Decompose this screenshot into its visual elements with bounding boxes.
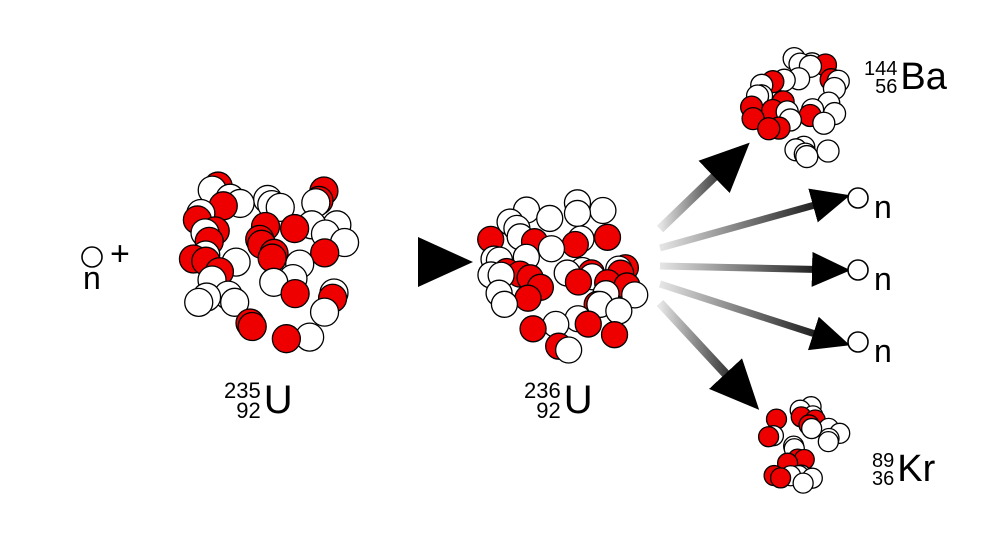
neutron-label: n xyxy=(874,189,892,226)
isotope-label-u236: 23692U xyxy=(524,378,593,423)
neutron xyxy=(793,473,813,493)
neutron xyxy=(818,432,838,452)
mass-number: 89 xyxy=(872,452,894,470)
proton xyxy=(238,313,266,341)
neutron xyxy=(802,419,822,439)
atomic-number: 92 xyxy=(524,401,561,421)
neutron xyxy=(590,198,616,224)
proton xyxy=(515,285,541,311)
neutron xyxy=(556,337,582,363)
nucleus-u236 xyxy=(478,190,648,363)
proton xyxy=(575,311,601,337)
proton xyxy=(281,280,309,308)
neutron-label: n xyxy=(874,261,892,298)
proton xyxy=(281,215,309,243)
proton xyxy=(565,269,591,295)
element-symbol: Kr xyxy=(897,448,935,491)
proton xyxy=(602,322,628,348)
element-symbol: U xyxy=(264,378,293,423)
free-neutron xyxy=(848,332,868,352)
neutron xyxy=(796,146,818,168)
neutron xyxy=(537,205,563,231)
proton xyxy=(758,118,780,140)
isotope-label-u235: 23592U xyxy=(224,378,293,423)
plus-sign: + xyxy=(110,235,130,274)
neutron xyxy=(185,288,213,316)
proton xyxy=(562,232,588,258)
reaction-arrow xyxy=(660,266,840,270)
atomic-number: 56 xyxy=(864,78,897,96)
neutron xyxy=(817,140,839,162)
atomic-number: 92 xyxy=(224,401,261,421)
nucleus-kr89 xyxy=(759,397,850,493)
element-symbol: U xyxy=(564,378,593,423)
proton xyxy=(759,427,779,447)
isotope-label-kr89: 8936Kr xyxy=(872,448,935,491)
proton xyxy=(771,468,791,488)
neutron xyxy=(813,112,835,134)
nucleus-ba144 xyxy=(741,48,850,168)
element-symbol: Ba xyxy=(900,56,946,99)
free-neutron xyxy=(848,260,868,280)
proton xyxy=(594,224,620,250)
isotope-label-ba144: 14456Ba xyxy=(864,56,947,99)
neutron xyxy=(606,298,632,324)
proton xyxy=(520,316,546,342)
neutron xyxy=(311,298,339,326)
fission-diagram xyxy=(0,0,1000,555)
nucleus-u235 xyxy=(179,172,358,353)
mass-number: 144 xyxy=(864,60,897,78)
neutron xyxy=(538,236,564,262)
proton xyxy=(272,325,300,353)
free-neutron xyxy=(848,188,868,208)
reaction-arrow xyxy=(660,152,740,229)
neutron xyxy=(491,291,517,317)
neutron-label: n xyxy=(874,333,892,370)
reaction-arrow xyxy=(660,303,750,400)
atomic-number: 36 xyxy=(872,470,894,488)
proton xyxy=(311,239,339,267)
neutron xyxy=(564,200,590,226)
neutron-label: n xyxy=(83,260,101,297)
